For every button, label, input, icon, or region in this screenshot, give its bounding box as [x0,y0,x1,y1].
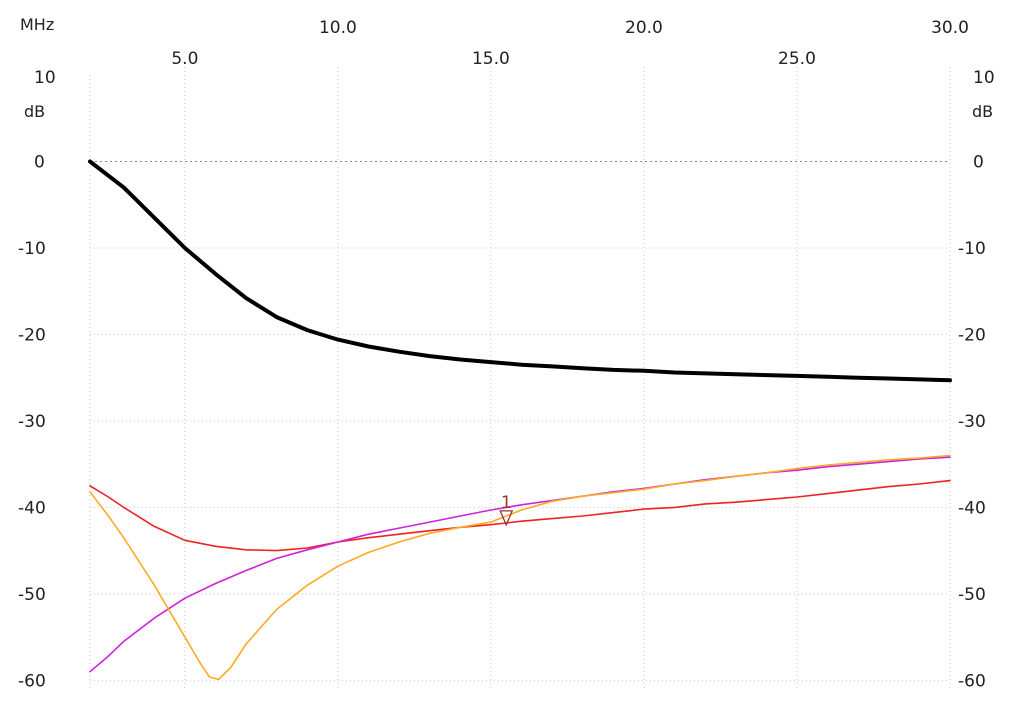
x-tick-label: 20.0 [625,18,663,38]
marker-label: 1 [501,493,512,513]
y-tick-label-right: -10 [958,239,986,259]
y-tick-label-left: 10 [34,68,56,88]
x-tick-label: 5.0 [171,49,198,69]
y-tick-label-left: -20 [18,325,46,345]
y-tick-label-right: 10 [973,68,995,88]
series-line-1 [88,159,952,383]
y-tick-label-left: -60 [18,671,46,691]
y-tick-label-right: -60 [958,671,986,691]
y-unit-label-left: dB [24,102,45,121]
series-lines [88,159,952,681]
y-tick-label-right: 0 [973,152,984,172]
series-line-4 [89,454,951,681]
y-tick-label-right: -30 [958,412,986,432]
y-tick-label-left: -40 [18,498,46,518]
x-tick-label: 15.0 [472,49,510,69]
series-line-3 [89,456,951,673]
x-tick-label: 25.0 [778,49,816,69]
grid [89,67,951,689]
y-tick-label-left: 0 [34,152,45,172]
axis-labels: MHz dB dB 10.0 20.0 30.0 5.0 15.0 25.0 10 10 0 0 -… [18,15,995,691]
x-tick-label: 10.0 [319,18,357,38]
y-tick-label-left: -10 [18,239,46,259]
y-tick-label-right: -20 [958,325,986,345]
marker-triangle [499,510,514,527]
y-tick-label-right: -40 [958,498,986,518]
y-tick-label-left: -50 [18,585,46,605]
y-tick-label-left: -30 [18,412,46,432]
x-tick-label: 30.0 [931,18,969,38]
series-line-2 [89,479,951,552]
y-unit-label-right: dB [972,102,993,121]
x-unit-label: MHz [20,15,54,34]
marker-group: 1 [499,493,514,527]
y-tick-label-right: -50 [958,585,986,605]
